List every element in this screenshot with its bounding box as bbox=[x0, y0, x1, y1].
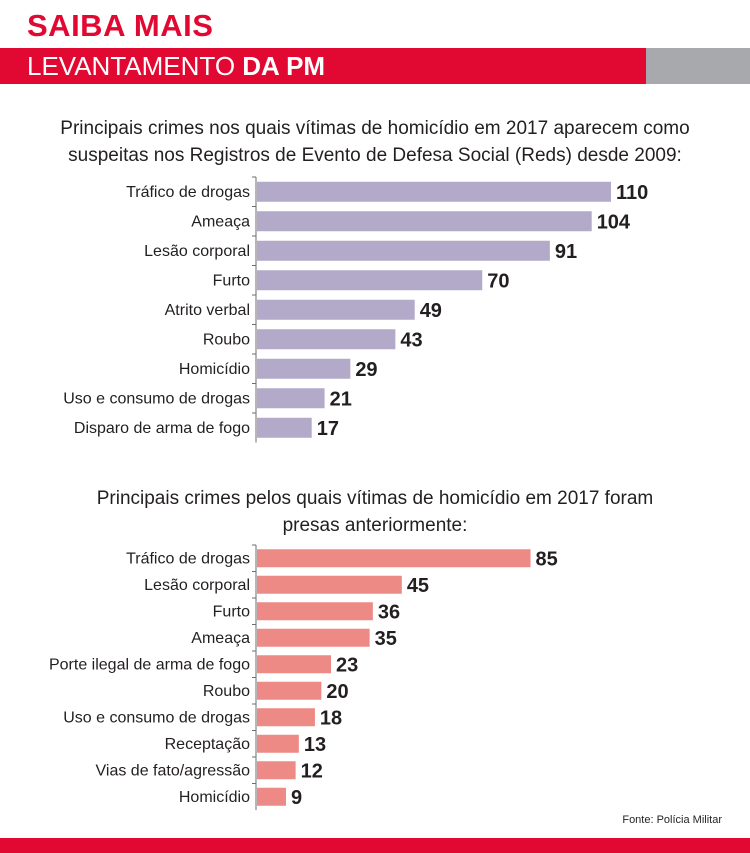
chart1-bar bbox=[257, 270, 483, 291]
banner-title-bold: DA PM bbox=[242, 51, 326, 81]
chart1-title-line1: Principais crimes nos quais vítimas de h… bbox=[60, 118, 690, 139]
chart2-value-label: 13 bbox=[304, 734, 326, 756]
chart2-category-label: Lesão corporal bbox=[144, 577, 250, 594]
source-note: Fonte: Polícia Militar bbox=[622, 814, 722, 826]
chart2-bar bbox=[257, 655, 332, 674]
chart1-category-label: Uso e consumo de drogas bbox=[63, 390, 250, 407]
chart1-bar bbox=[257, 211, 592, 232]
banner-title-light: LEVANTAMENTO bbox=[27, 51, 236, 81]
chart1-bar bbox=[257, 299, 415, 320]
chart2-value-label: 85 bbox=[536, 548, 558, 570]
chart2-category-label: Furto bbox=[213, 603, 250, 620]
chart2-category-label: Uso e consumo de drogas bbox=[63, 709, 250, 726]
chart2-value-label: 18 bbox=[320, 707, 342, 729]
chart2-bar bbox=[257, 734, 299, 753]
chart2-category-label: Ameaça bbox=[191, 630, 250, 647]
chart1-bar bbox=[257, 388, 325, 409]
chart1-value-label: 104 bbox=[597, 211, 631, 233]
chart2-value-label: 9 bbox=[291, 787, 302, 809]
chart1-value-label: 43 bbox=[400, 329, 422, 351]
chart1-value-label: 29 bbox=[355, 359, 377, 381]
chart2-category-label: Homicídio bbox=[179, 789, 250, 806]
chart2-bar bbox=[257, 628, 370, 647]
chart1-bar bbox=[257, 240, 550, 261]
chart1-category-label: Ameaça bbox=[191, 213, 250, 230]
chart1-bar bbox=[257, 181, 611, 202]
chart1-bar bbox=[257, 417, 312, 438]
chart2-bar bbox=[257, 708, 315, 727]
chart2-bar bbox=[257, 787, 286, 806]
chart1-title-line2: suspeitas nos Registros de Evento de Def… bbox=[68, 145, 682, 166]
chart1-category-label: Lesão corporal bbox=[144, 243, 250, 260]
chart1-category-label: Roubo bbox=[203, 331, 250, 348]
chart2-bar bbox=[257, 575, 402, 594]
chart1-value-label: 91 bbox=[555, 241, 577, 263]
chart2-category-label: Porte ilegal de arma de fogo bbox=[49, 656, 250, 673]
chart2-bar bbox=[257, 602, 373, 621]
chart1-title: Principais crimes nos quais vítimas de h… bbox=[0, 115, 750, 169]
chart2-value-label: 45 bbox=[407, 575, 429, 597]
chart2-category-label: Vias de fato/agressão bbox=[96, 762, 251, 779]
chart1-category-label: Tráfico de drogas bbox=[126, 184, 250, 201]
chart2-bar bbox=[257, 761, 296, 780]
chart1-bar-chart: Tráfico de drogas 110 Ameaça 104 Lesão corpo… bbox=[63, 176, 648, 443]
chart2-title-line2: presas anteriormente: bbox=[282, 515, 468, 536]
chart2-bar bbox=[257, 549, 531, 568]
chart2-title: Principais crimes pelos quais vítimas de… bbox=[0, 485, 750, 539]
section-kicker: SAIBA MAIS bbox=[27, 8, 214, 43]
chart1-value-label: 17 bbox=[317, 418, 339, 440]
chart1-value-label: 21 bbox=[330, 388, 352, 410]
chart1-category-label: Atrito verbal bbox=[165, 302, 250, 319]
chart2-value-label: 20 bbox=[326, 681, 348, 703]
footer-bar bbox=[0, 838, 750, 853]
chart1-category-label: Homicídio bbox=[179, 361, 250, 378]
chart2-category-label: Receptação bbox=[165, 736, 250, 753]
chart1-value-label: 49 bbox=[420, 300, 442, 322]
chart2-value-label: 23 bbox=[336, 654, 358, 676]
chart2-category-label: Tráfico de drogas bbox=[126, 550, 250, 567]
banner-red-band bbox=[0, 48, 646, 84]
chart2-value-label: 35 bbox=[375, 628, 397, 650]
chart2-title-line1: Principais crimes pelos quais vítimas de… bbox=[96, 488, 654, 509]
chart2-value-label: 12 bbox=[301, 760, 323, 782]
chart2-bar bbox=[257, 681, 322, 700]
chart2-bar-chart: Tráfico de drogas 85 Lesão corporal 45 Furto… bbox=[49, 544, 558, 810]
banner-gray-band bbox=[646, 48, 750, 84]
chart2-category-label: Roubo bbox=[203, 683, 250, 700]
chart1-category-label: Disparo de arma de fogo bbox=[74, 420, 250, 437]
chart2-value-label: 36 bbox=[378, 601, 400, 623]
chart1-bar bbox=[257, 329, 396, 350]
chart1-bar bbox=[257, 358, 351, 379]
banner-title: LEVANTAMENTO DA PM bbox=[27, 51, 325, 82]
chart1-category-label: Furto bbox=[213, 272, 250, 289]
chart1-value-label: 110 bbox=[616, 182, 648, 204]
header-banner: LEVANTAMENTO DA PM bbox=[0, 48, 750, 84]
chart1-value-label: 70 bbox=[487, 270, 509, 292]
